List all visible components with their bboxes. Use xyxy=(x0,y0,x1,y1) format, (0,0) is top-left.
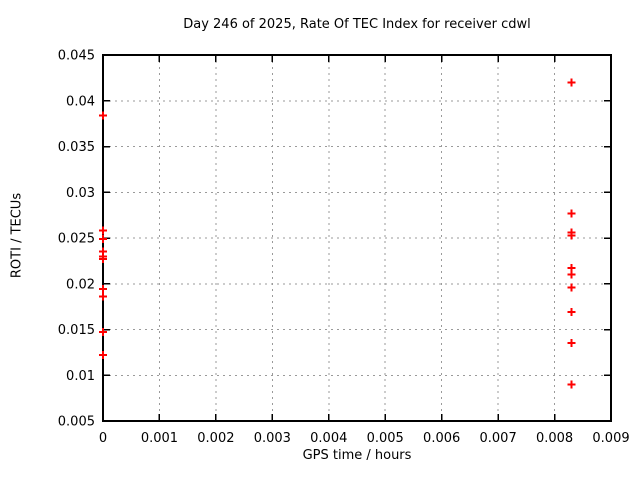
data-point-plus xyxy=(99,351,107,360)
y-tick-label: 0.005 xyxy=(58,415,95,430)
x-tick-label: 0.008 xyxy=(536,431,573,446)
y-tick-label: 0.045 xyxy=(58,49,95,64)
y-tick-label: 0.04 xyxy=(66,94,95,109)
tick-label-layer: 0 0.001 0.002 0.003 0.004 0.005 0.006 0.007 0.00… xyxy=(58,49,630,447)
data-point-plus xyxy=(567,270,576,279)
data-point-plus xyxy=(567,209,576,218)
data-point-plus xyxy=(99,328,107,337)
data-point-plus xyxy=(567,308,576,317)
grid-layer xyxy=(102,54,612,422)
y-tick-label: 0.02 xyxy=(66,277,95,292)
x-tick-label: 0.002 xyxy=(197,431,234,446)
x-tick-label: 0.007 xyxy=(480,431,517,446)
x-tick-label: 0.005 xyxy=(367,431,404,446)
data-point-plus xyxy=(99,111,107,120)
x-tick-label: 0.003 xyxy=(254,431,291,446)
data-point-plus xyxy=(99,255,107,264)
data-point-plus xyxy=(567,231,576,240)
y-tick-label: 0.025 xyxy=(58,232,95,247)
x-tick-label: 0 xyxy=(99,431,107,446)
x-tick-label: 0.004 xyxy=(310,431,347,446)
data-point-layer xyxy=(99,78,576,389)
chart-title: Day 246 of 2025, Rate Of TEC Index for r… xyxy=(183,17,531,32)
y-tick-label: 0.03 xyxy=(66,186,95,201)
x-tick-label: 0.009 xyxy=(592,431,629,446)
data-point-plus xyxy=(567,283,576,292)
data-point-plus xyxy=(567,380,576,389)
x-axis-title: GPS time / hours xyxy=(302,448,412,463)
y-tick-label: 0.035 xyxy=(58,140,95,155)
data-point-plus xyxy=(99,292,107,301)
data-point-plus xyxy=(99,234,107,243)
data-point-plus xyxy=(567,78,576,87)
y-axis-title: ROTI / TECUs xyxy=(9,192,25,279)
y-tick-label: 0.01 xyxy=(66,369,95,384)
y-tick-label: 0.015 xyxy=(58,323,95,338)
data-point-plus xyxy=(99,226,107,235)
x-tick-label: 0.006 xyxy=(423,431,460,446)
data-point-plus xyxy=(567,339,576,348)
data-point-plus xyxy=(99,285,107,294)
x-tick-label: 0.001 xyxy=(141,431,178,446)
